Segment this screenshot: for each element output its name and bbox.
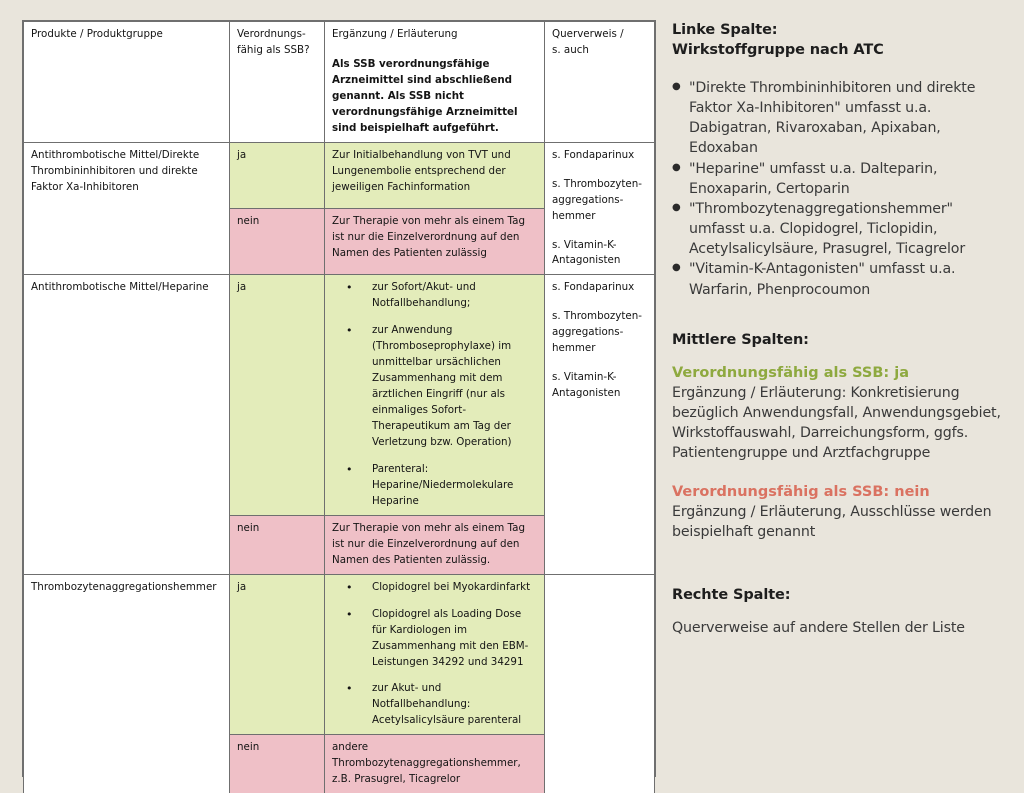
cell-ergaenzung-3-ja: Clopidogrel bei Myokardinfarkt Clopidogr… bbox=[324, 573, 545, 736]
cell-verordnungsfaehig-2-ja: ja bbox=[229, 274, 325, 516]
ergaenzung-text: Zur Initialbehandlung von TVT und Lungen… bbox=[332, 148, 511, 193]
cell-querverweis-2: s. Fondaparinux s. Thrombozyten-aggregat… bbox=[544, 274, 655, 575]
cell-querverweis-3 bbox=[544, 573, 655, 793]
cell-ergaenzung-2-ja: zur Sofort/Akut- und Notfallbehandlung; … bbox=[324, 274, 545, 516]
column-header-ergaenzung-label: Ergänzung / Erläuterung bbox=[332, 28, 458, 40]
table-row: Antithrombotische Mittel/Heparine ja zur… bbox=[23, 274, 655, 575]
ergaenzung-bullet-list: Clopidogrel bei Myokardinfarkt Clopidogr… bbox=[332, 579, 538, 730]
list-item: zur Sofort/Akut- und Notfallbehandlung; bbox=[346, 279, 538, 312]
column-header-verordnungsfaehig-label: Verordnungs-fähig als SSB? bbox=[237, 28, 310, 56]
spacer bbox=[672, 300, 1008, 330]
table-body: Antithrombotische Mittel/Direkte Thrombi… bbox=[23, 141, 655, 793]
querverweis-item: s. Thrombozyten-aggregations-hemmer bbox=[552, 310, 643, 355]
ergaenzung-bullet-list: zur Sofort/Akut- und Notfallbehandlung; … bbox=[332, 279, 538, 510]
legend-nein-heading: Verordnungsfähig als SSB: nein bbox=[672, 483, 930, 500]
legend-bullet-thrombozyten: "Thrombozytenaggregationshemmer" umfasst… bbox=[672, 199, 1008, 259]
spacer bbox=[672, 350, 1008, 363]
legend-right-text: Querverweise auf andere Stellen der List… bbox=[672, 620, 965, 637]
cell-ergaenzung-1-ja: Zur Initialbehandlung von TVT und Lungen… bbox=[324, 141, 545, 210]
legend-panel: Linke Spalte: Wirkstoffgruppe nach ATC "… bbox=[672, 20, 1008, 638]
spacer bbox=[672, 572, 1008, 585]
cell-ergaenzung-3-nein: andere Thrombozytenaggregationshemmer, z.B… bbox=[324, 734, 545, 793]
table-header: Produkte / Produktgruppe Verordnungs-fäh… bbox=[23, 21, 655, 143]
list-item: zur Akut- und Notfallbehandlung: Acetyls… bbox=[346, 680, 538, 729]
legend-bullet-thrombininhibitoren: "Direkte Thrombininhibitoren und direkte… bbox=[672, 78, 1008, 159]
cell-produkt-1: Antithrombotische Mittel/Direkte Thrombi… bbox=[23, 141, 230, 276]
column-header-ergaenzung-note: Als SSB verordnungsfähige Arzneimittel s… bbox=[332, 57, 518, 134]
verordnungsfaehig-value: nein bbox=[237, 741, 260, 754]
cell-verordnungsfaehig-1-ja: ja bbox=[229, 141, 325, 210]
legend-left-heading-line1: Linke Spalte: bbox=[672, 22, 778, 38]
list-item: Parenteral: Heparine/Niedermolekulare He… bbox=[346, 461, 538, 510]
list-item: Clopidogrel als Loading Dose für Kardiol… bbox=[346, 606, 538, 671]
cell-ergaenzung-1-nein: Zur Therapie von mehr als einem Tag ist … bbox=[324, 208, 545, 276]
verordnungsfaehig-value: ja bbox=[237, 580, 247, 593]
ssb-table: Produkte / Produktgruppe Verordnungs-fäh… bbox=[23, 21, 655, 793]
cell-verordnungsfaehig-3-ja: ja bbox=[229, 573, 325, 736]
column-header-querverweis-label: Querverweis / s. auch bbox=[552, 28, 624, 56]
cell-verordnungsfaehig-3-nein: nein bbox=[229, 734, 325, 793]
verordnungsfaehig-value: nein bbox=[237, 215, 260, 228]
table-row: Antithrombotische Mittel/Direkte Thrombi… bbox=[23, 141, 655, 276]
spacer bbox=[672, 60, 1008, 78]
legend-nein-text: Ergänzung / Erläuterung, Ausschlüsse wer… bbox=[672, 503, 992, 541]
verordnungsfaehig-value: ja bbox=[237, 281, 247, 294]
table-row: Thrombozytenaggregationshemmer ja Clopid… bbox=[23, 573, 655, 793]
legend-left-heading: Linke Spalte: Wirkstoffgruppe nach ATC bbox=[672, 20, 1008, 60]
table-row: nein Zur Therapie von mehr als einem Tag… bbox=[24, 208, 655, 276]
ergaenzung-text: Zur Therapie von mehr als einem Tag ist … bbox=[332, 215, 525, 259]
cell-ergaenzung-2-nein: Zur Therapie von mehr als einem Tag ist … bbox=[324, 514, 545, 575]
querverweis-item: s. Vitamin-K- Antagonisten bbox=[552, 238, 621, 267]
legend-left-heading-line2: Wirkstoffgruppe nach ATC bbox=[672, 42, 884, 58]
table-row: nein Zur Therapie von mehr als einem Tag… bbox=[24, 514, 655, 575]
querverweis-item: s. Fondaparinux bbox=[552, 281, 635, 294]
spacer bbox=[672, 605, 1008, 618]
legend-right-heading: Rechte Spalte: bbox=[672, 587, 791, 604]
querverweis-item: s. Fondaparinux bbox=[552, 148, 635, 161]
legend-middle-heading: Mittlere Spalten: bbox=[672, 331, 809, 348]
produkt-label: Antithrombotische Mittel/Direkte Thrombi… bbox=[31, 148, 200, 193]
cell-querverweis-1: s. Fondaparinux s. Thrombozyten-aggregat… bbox=[544, 141, 655, 276]
cell-verordnungsfaehig-2-nein: nein bbox=[229, 514, 325, 575]
cell-verordnungsfaehig-1-nein: nein bbox=[229, 208, 325, 276]
ssb-table-container: Produkte / Produktgruppe Verordnungs-fäh… bbox=[22, 20, 656, 793]
ergaenzung-text: andere Thrombozytenaggregationshemmer, z.B… bbox=[332, 741, 521, 786]
column-header-produkte: Produkte / Produktgruppe bbox=[23, 21, 230, 143]
produkt-label: Antithrombotische Mittel/Heparine bbox=[31, 281, 209, 294]
verordnungsfaehig-value: nein bbox=[237, 521, 260, 534]
verordnungsfaehig-value: ja bbox=[237, 148, 247, 161]
legend-bullet-heparine: "Heparine" umfasst u.a. Dalteparin, Enox… bbox=[672, 159, 1008, 199]
querverweis-item: s. Thrombozyten-aggregations-hemmer bbox=[552, 177, 643, 222]
legend-bullet-vitamin-k: "Vitamin-K-Antagonisten" umfasst u.a. Wa… bbox=[672, 259, 1008, 299]
ergaenzung-text: Zur Therapie von mehr als einem Tag ist … bbox=[332, 521, 525, 566]
cell-produkt-3: Thrombozytenaggregationshemmer bbox=[23, 573, 230, 793]
table-header-row: Produkte / Produktgruppe Verordnungs-fäh… bbox=[23, 21, 655, 143]
column-header-verordnungsfaehig: Verordnungs-fähig als SSB? bbox=[229, 21, 325, 143]
list-item: zur Anwendung (Thromboseprophylaxe) im u… bbox=[346, 322, 538, 451]
querverweis-item: s. Vitamin-K- Antagonisten bbox=[552, 371, 621, 400]
column-header-produkte-label: Produkte / Produktgruppe bbox=[31, 28, 163, 40]
column-header-querverweis: Querverweis / s. auch bbox=[544, 21, 655, 143]
cell-produkt-2: Antithrombotische Mittel/Heparine bbox=[23, 274, 230, 575]
legend-ja-text: Ergänzung / Erläuterung: Konkretisierung… bbox=[672, 385, 1001, 462]
produkt-label: Thrombozytenaggregationshemmer bbox=[31, 580, 217, 593]
legend-ja-heading: Verordnungsfähig als SSB: ja bbox=[672, 364, 910, 381]
spacer bbox=[672, 464, 1008, 482]
list-item: Clopidogrel bei Myokardinfarkt bbox=[346, 579, 538, 596]
column-header-ergaenzung: Ergänzung / Erläuterung Als SSB verordnu… bbox=[324, 21, 545, 143]
table-row: nein andere Thrombozytenaggregationshemme… bbox=[24, 734, 655, 793]
spacer bbox=[672, 542, 1008, 572]
